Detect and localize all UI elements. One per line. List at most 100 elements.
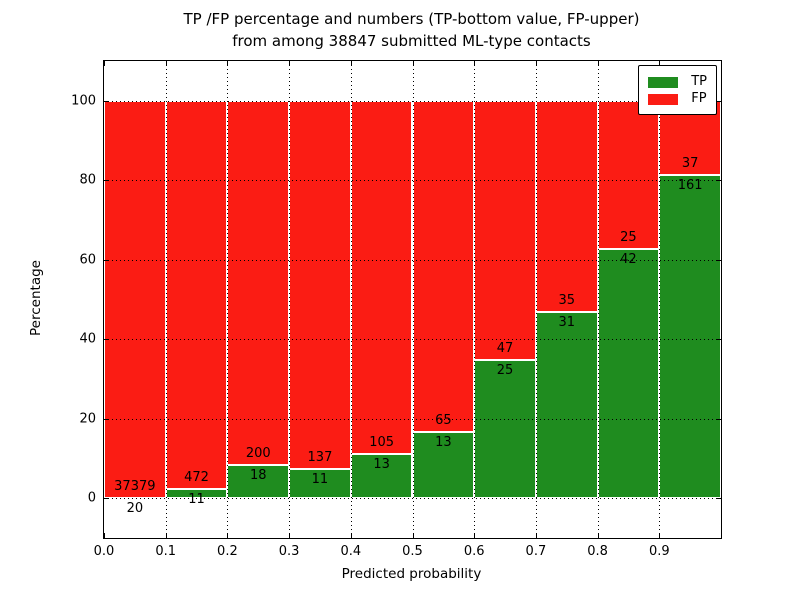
bar-label-fp: 37 (681, 156, 699, 172)
x-tick-mark (350, 61, 352, 66)
bar-segment-tp (289, 468, 351, 499)
y-tick-label: 40 (79, 331, 96, 347)
bar-label-fp: 200 (245, 446, 271, 462)
bar-label-tp: 161 (677, 178, 703, 194)
bar-segment-fp (350, 100, 413, 455)
bar-segment-fp (104, 100, 166, 499)
y-tick-mark (716, 259, 721, 261)
bar-segment-fp (165, 100, 228, 490)
gridline-vertical (535, 61, 537, 538)
gridline-vertical (350, 61, 352, 538)
y-tick-label: 20 (79, 411, 96, 427)
bar-segment-tp (412, 432, 475, 499)
x-tick-mark (104, 533, 105, 538)
bar-label-fp: 137 (307, 449, 333, 465)
x-tick-label: 0.6 (463, 544, 485, 559)
y-tick-mark (104, 180, 109, 182)
x-tick-mark (350, 533, 352, 538)
legend-entry: FP (648, 92, 707, 106)
chart-title-line2: from among 38847 submitted ML-type conta… (232, 32, 591, 50)
bar-label-fp: 47 (496, 341, 514, 357)
x-tick-mark (597, 61, 599, 66)
bar-label-fp: 35 (558, 292, 576, 308)
y-tick-mark (104, 100, 109, 102)
bar-label-tp: 20 (126, 501, 144, 517)
gridline-vertical (412, 61, 414, 538)
x-tick-mark (165, 533, 167, 538)
x-tick-label: 0.1 (155, 544, 177, 559)
y-tick-mark (716, 180, 721, 182)
bar-label-fp: 65 (435, 413, 452, 428)
x-tick-label: 0.3 (278, 544, 300, 559)
legend-entry: TP (648, 75, 707, 89)
gridline-vertical (227, 61, 229, 538)
bar-label-tp: 13 (435, 435, 452, 450)
x-tick-mark (535, 533, 537, 538)
bar-segment-tp (350, 454, 413, 499)
legend-swatch-fp (648, 93, 679, 105)
bar-segment-fp (289, 100, 351, 469)
x-tick-label: 0.7 (525, 544, 547, 559)
y-tick-mark (716, 498, 721, 500)
bar-segment-tp (227, 465, 290, 499)
bar-label-fp: 472 (184, 470, 209, 486)
plot-area: TP FP 37379 20 472 11 200 18 137 11 105 13 65 13 47 25… (71, 60, 722, 559)
x-tick-label: 0.4 (340, 544, 362, 559)
bar-label-fp: 105 (369, 435, 395, 451)
y-tick-label: 80 (79, 172, 96, 188)
bar-segment-fp (535, 100, 598, 312)
bar-segment-fp (597, 100, 660, 250)
y-tick-mark (104, 259, 109, 261)
bar-label-tp: 42 (620, 252, 637, 268)
x-tick-mark (289, 533, 291, 538)
x-tick-mark (412, 61, 414, 66)
chart-title-line1: TP /FP percentage and numbers (TP-bottom… (183, 10, 640, 28)
x-tick-mark (289, 61, 291, 66)
y-tick-label: 100 (71, 93, 96, 109)
bar-segment-fp (412, 100, 475, 432)
x-tick-mark (412, 533, 414, 538)
x-tick-label: 0.0 (93, 544, 115, 559)
x-tick-mark (104, 61, 105, 66)
bar-label-fp: 25 (620, 230, 637, 246)
x-tick-mark (535, 61, 537, 66)
y-tick-mark (104, 498, 109, 500)
bar-label-fp: 37379 (114, 479, 156, 495)
legend-label: TP (691, 74, 707, 89)
x-tick-mark (227, 61, 229, 66)
bar-label-tp: 31 (558, 314, 576, 330)
gridline-vertical (659, 61, 661, 538)
x-tick-mark (227, 533, 229, 538)
bar-label-tp: 25 (496, 363, 514, 379)
gridline-vertical (165, 61, 167, 538)
bar-label-tp: 11 (188, 492, 205, 508)
y-tick-mark (716, 100, 721, 102)
chart-title: TP /FP percentage and numbers (TP-bottom… (103, 8, 720, 52)
bar-segment-tp (474, 360, 536, 499)
x-tick-label: 0.5 (402, 544, 423, 559)
x-tick-label: 0.8 (587, 544, 608, 559)
y-tick-label: 0 (87, 490, 96, 506)
x-tick-mark (165, 61, 167, 66)
y-tick-label: 60 (79, 252, 96, 268)
x-tick-mark (659, 61, 661, 66)
bar-segment-tp (597, 249, 660, 499)
x-tick-mark (659, 533, 661, 538)
legend: TP FP (638, 65, 717, 115)
y-tick-mark (104, 339, 109, 341)
gridline-vertical (474, 61, 476, 538)
bar-label-tp: 11 (311, 471, 329, 487)
bar-segment-fp (227, 100, 290, 466)
y-axis-label: Percentage (28, 260, 44, 336)
legend-swatch-tp (648, 76, 679, 88)
bar-segment-fp (474, 100, 536, 361)
bar-label-tp: 13 (373, 457, 390, 473)
x-tick-mark (474, 533, 476, 538)
y-tick-mark (716, 418, 721, 420)
y-tick-mark (716, 339, 721, 341)
x-axis-label: Predicted probability (341, 566, 482, 582)
x-tick-label: 0.9 (648, 544, 670, 559)
bar-label-tp: 18 (249, 468, 267, 484)
x-tick-mark (597, 533, 599, 538)
